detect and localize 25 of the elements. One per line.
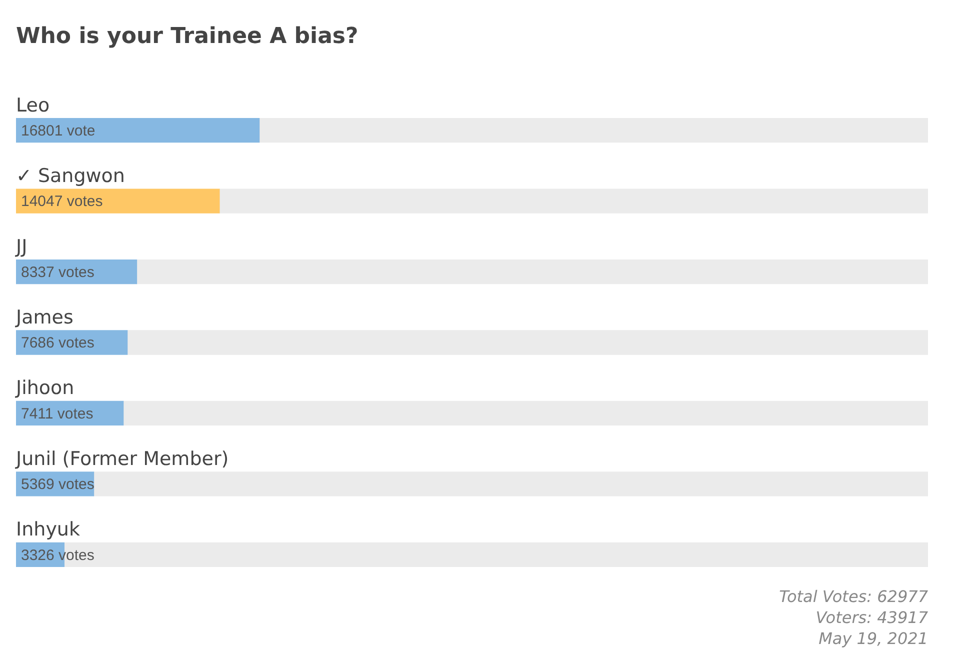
y-tick-label: ✓ Sangwon xyxy=(16,165,125,188)
bar xyxy=(136,259,928,284)
text: Total Votes: 62977 xyxy=(779,586,928,607)
bar xyxy=(122,400,928,426)
data-label: 5369 votes xyxy=(21,476,94,494)
text: Voters: 43917 xyxy=(814,607,928,628)
y-tick-label: Leo xyxy=(16,94,50,116)
chart-title: Who is your Trainee A bias? xyxy=(16,24,358,49)
data-label: 7686 votes xyxy=(21,334,94,352)
bar xyxy=(258,118,928,143)
y-tick-label: James xyxy=(15,306,74,328)
y-tick-label: Junil (Former Member) xyxy=(15,448,229,470)
bar xyxy=(219,188,928,214)
text: May 19, 2021 xyxy=(818,628,928,649)
bar xyxy=(16,188,220,214)
bar xyxy=(16,118,260,143)
data-label: 7411 votes xyxy=(21,405,94,422)
y-tick-label: Inhyuk xyxy=(16,518,80,541)
data-label: 8337 votes xyxy=(21,264,94,281)
y-tick-label: Jihoon xyxy=(15,377,74,400)
data-label: 16801 vote xyxy=(21,122,96,140)
y-tick-label: JJ xyxy=(15,236,28,258)
bar xyxy=(126,330,928,355)
bar xyxy=(93,472,928,496)
data-label: 14047 votes xyxy=(21,193,103,210)
